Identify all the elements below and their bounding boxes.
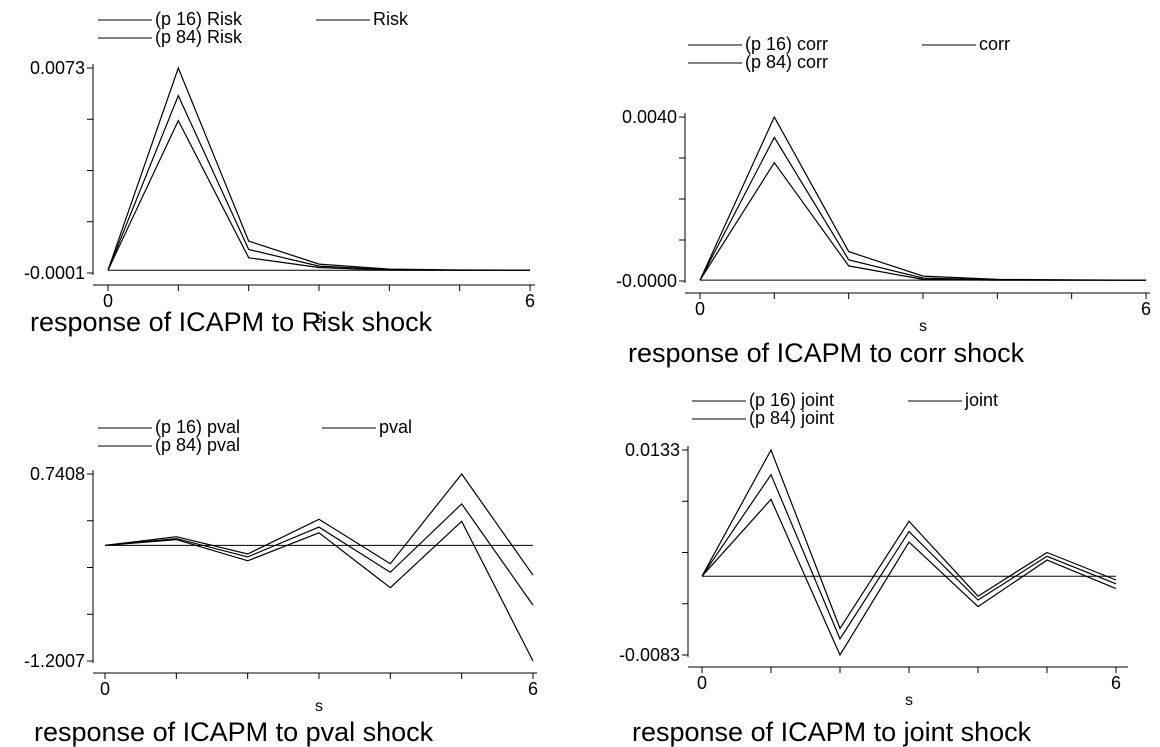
panel-pval: (p 16) pval pval (p 84) pval response of… (24, 417, 538, 747)
y-tick-label: -1.2007 (24, 651, 85, 671)
x-axis-label: s (315, 698, 323, 715)
series-line-p84 (699, 115, 1147, 281)
chart-title: response of ICAPM to joint shock (632, 717, 1032, 747)
y-tick-label: 0.7408 (30, 464, 85, 484)
legend-label-p84: (p 84) joint (749, 408, 834, 428)
x-tick-label: 0 (697, 673, 707, 693)
x-tick-label: 6 (1111, 673, 1121, 693)
x-axis-label: s (315, 310, 323, 327)
series-line-mid (107, 94, 530, 271)
legend-label-mid: pval (379, 417, 412, 437)
x-tick-label: 6 (528, 679, 538, 699)
chart-title: response of ICAPM to pval shock (34, 717, 434, 747)
chart-title: response of ICAPM to Risk shock (30, 307, 433, 337)
legend-label-p16: (p 16) pval (155, 417, 240, 437)
panel-joint: (p 16) joint joint (p 84) joint response… (619, 390, 1128, 747)
series-line-mid (699, 136, 1146, 281)
legend-label-p84: (p 84) Risk (155, 27, 243, 47)
series-line-p84 (104, 472, 534, 576)
x-axis-label: s (919, 318, 927, 335)
chart-title: response of ICAPM to corr shock (628, 338, 1025, 368)
series-line-p16 (107, 119, 530, 271)
legend-label-mid: corr (979, 34, 1010, 54)
series-line-mid (701, 473, 1117, 641)
series-line-mid (104, 502, 534, 606)
legend-label-p84: (p 84) pval (155, 435, 240, 455)
panel-risk: (p 16) Risk Risk (p 84) Risk response of… (24, 9, 535, 337)
y-tick-label: -0.0001 (24, 263, 85, 283)
series-line-p16 (699, 161, 1146, 281)
x-tick-label: 0 (695, 299, 705, 319)
series-line-p84 (701, 448, 1117, 630)
legend-label-p16: (p 16) Risk (155, 9, 243, 29)
y-tick-label: -0.0083 (619, 645, 680, 665)
legend-label-mid: Risk (373, 9, 409, 29)
series-line-p16 (104, 520, 534, 662)
legend-label-p16: (p 16) corr (745, 34, 828, 54)
y-tick-label: 0.0040 (622, 107, 677, 127)
y-tick-label: -0.0000 (616, 271, 677, 291)
legend-label-p16: (p 16) joint (749, 390, 834, 410)
x-tick-label: 6 (1141, 299, 1151, 319)
series-line-p16 (701, 498, 1117, 657)
legend-label-p84: (p 84) corr (745, 52, 828, 72)
x-tick-label: 6 (525, 291, 535, 311)
y-tick-label: 0.0073 (30, 58, 85, 78)
y-tick-label: 0.0133 (625, 440, 680, 460)
x-tick-label: 0 (100, 679, 110, 699)
legend-label-mid: joint (964, 390, 998, 410)
series-line-p84 (107, 66, 531, 271)
panel-corr: (p 16) corr corr (p 84) corr response of… (616, 34, 1151, 368)
x-tick-label: 0 (103, 291, 113, 311)
x-axis-label: s (905, 692, 913, 709)
